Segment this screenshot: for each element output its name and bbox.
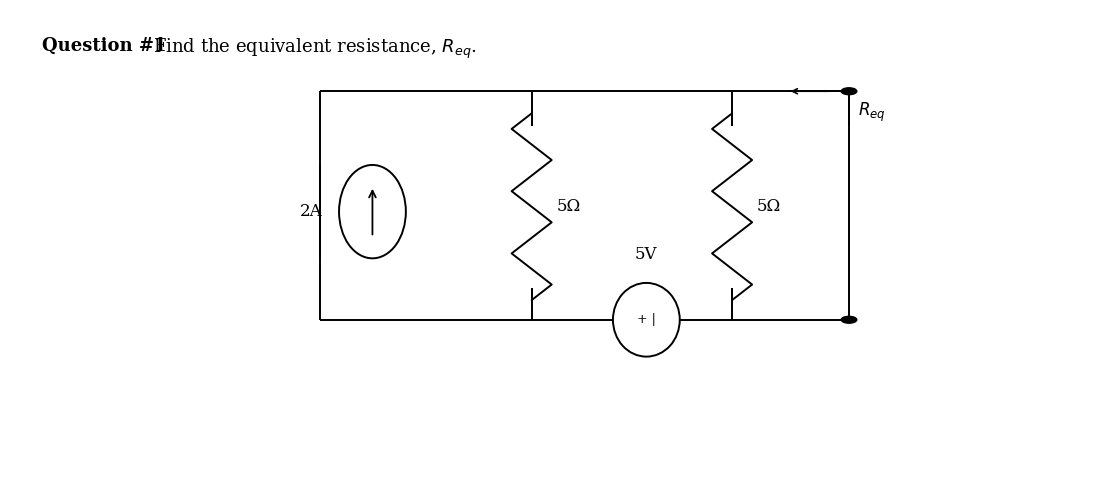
Text: 2A: 2A [300,203,322,220]
Text: + |: + | [637,313,656,326]
Text: 5V: 5V [636,246,658,263]
Text: 5Ω: 5Ω [756,198,781,215]
Circle shape [841,88,857,94]
Circle shape [841,316,857,323]
Text: Find the equivalent resistance, $R_{eq}$.: Find the equivalent resistance, $R_{eq}$… [153,37,477,61]
Text: 5Ω: 5Ω [556,198,581,215]
Text: Question #1: Question #1 [41,37,167,55]
Text: $R_{eq}$: $R_{eq}$ [858,101,885,124]
